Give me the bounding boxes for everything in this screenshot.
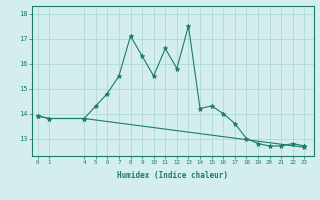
X-axis label: Humidex (Indice chaleur): Humidex (Indice chaleur): [117, 171, 228, 180]
